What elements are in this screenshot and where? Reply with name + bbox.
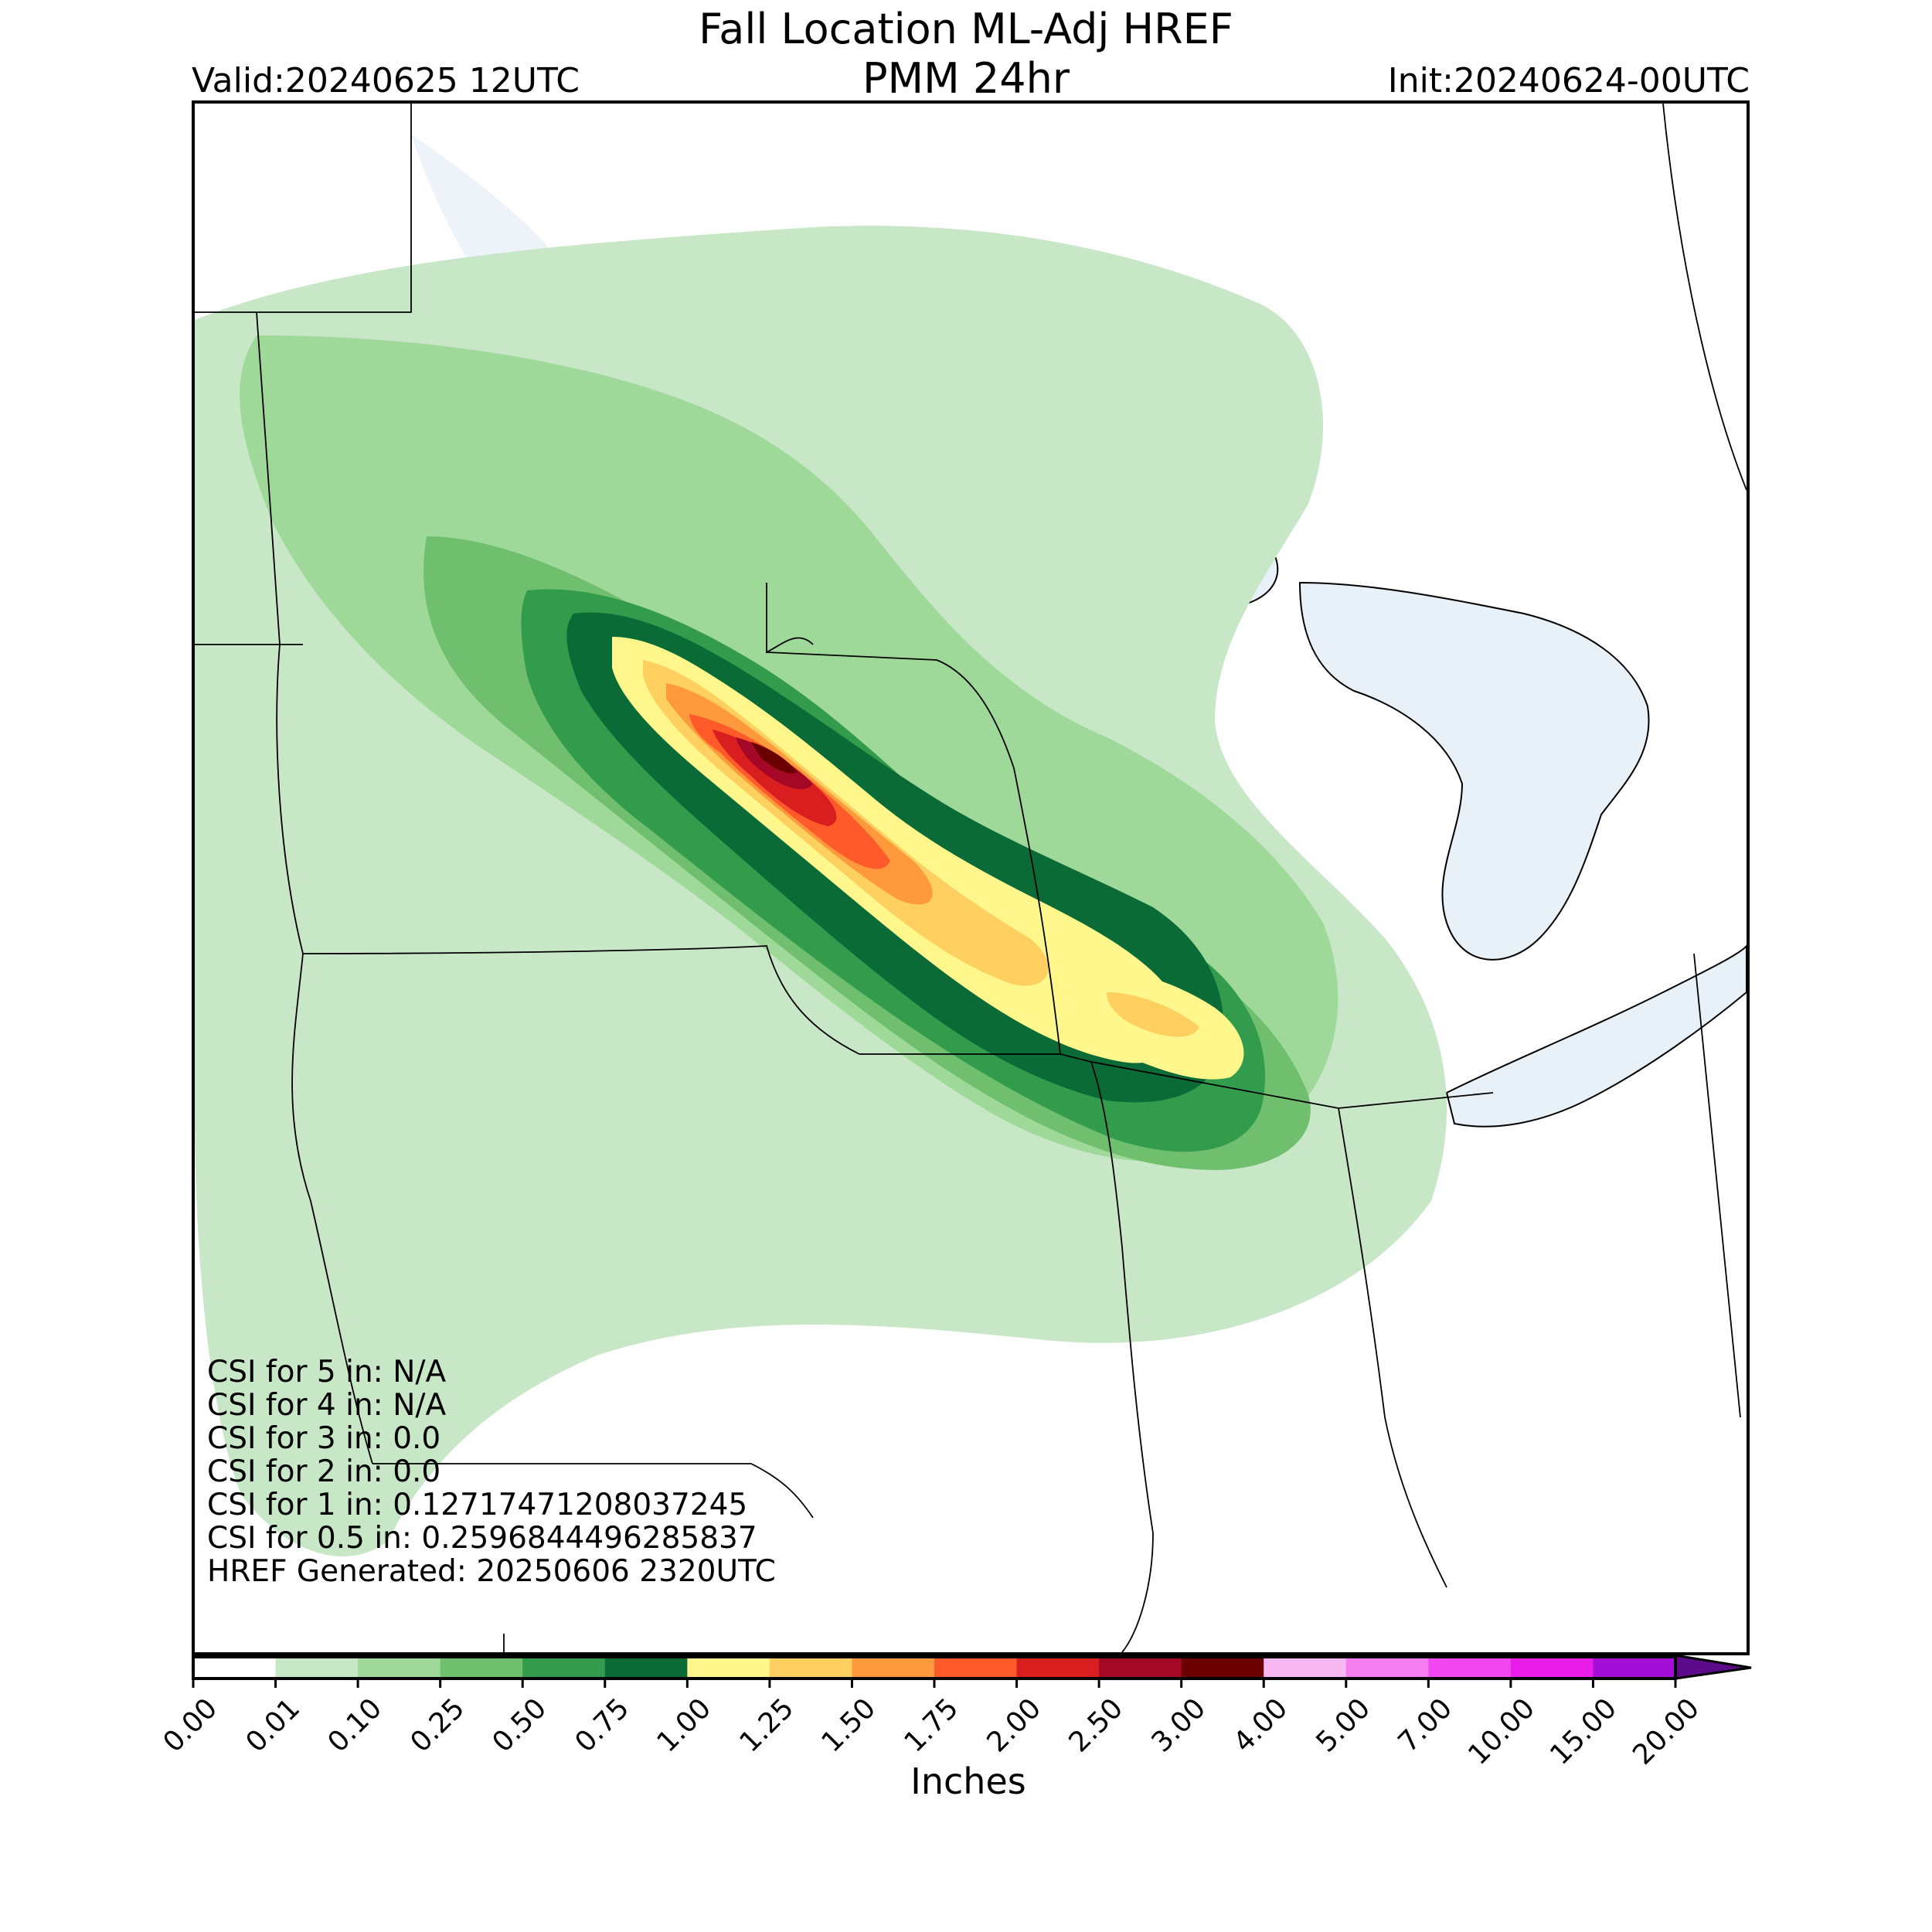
colorbar-tick-label: 1.75 [898,1692,965,1759]
colorbar-tick-label: 0.25 [404,1692,471,1759]
colorbar-tick-label: 1.00 [651,1692,718,1759]
colorbar-tick-label: 1.25 [733,1692,801,1759]
colorbar-tick-label: 3.00 [1145,1692,1212,1759]
colorbar-swatch [1593,1657,1676,1679]
precipitation-map [195,104,1747,1652]
colorbar-swatch [604,1657,688,1679]
colorbar-extend-arrow [1674,1655,1752,1680]
colorbar-tick-label: 2.00 [981,1692,1047,1759]
colorbar-tick-label: 20.00 [1627,1692,1706,1771]
csi-5in: CSI for 5 in: N/A [207,1355,447,1389]
colorbar-tick-label: 0.50 [486,1692,553,1759]
csi-3in: CSI for 3 in: 0.0 [207,1421,441,1456]
colorbar-swatch [522,1657,606,1679]
href-generated: HREF Generated: 20250606 2320UTC [207,1554,776,1589]
lake-erie [1445,944,1747,1128]
colorbar-swatch [769,1657,852,1679]
colorbar-tick-label: 0.75 [569,1692,635,1759]
colorbar-swatch [440,1657,523,1679]
precip-field [195,226,1447,1557]
colorbar-label: Inches [910,1760,1026,1802]
colorbar-tick-label: 5.00 [1310,1692,1376,1759]
boundaries [195,104,1747,1652]
colorbar-swatch [1181,1657,1264,1679]
colorbar-tick-label: 4.00 [1227,1692,1294,1759]
colorbar-swatch [193,1657,277,1679]
map-frame [192,100,1750,1655]
colorbar-tick-label: 7.00 [1392,1692,1459,1759]
csi-05in: CSI for 0.5 in: 0.2596844496285837 [207,1521,757,1556]
colorbar-tick-label: 0.10 [321,1692,389,1759]
colorbar-swatch [934,1657,1018,1679]
lake-huron [1298,581,1650,961]
map-title-line2: PMM 24hr [862,54,1070,103]
colorbar-swatch [1264,1657,1347,1679]
colorbar-swatch [1510,1657,1594,1679]
colorbar-swatch [358,1657,441,1679]
csi-1in: CSI for 1 in: 0.12717471208037245 [207,1488,748,1522]
colorbar-tick-label: 0.01 [240,1692,306,1759]
colorbar-swatch [687,1657,770,1679]
map-title-line1: Fall Location ML-Adj HREF [699,5,1233,53]
colorbar-swatch [1099,1657,1182,1679]
colorbar-swatch [1345,1657,1429,1679]
init-time-label: Init:20240624-00UTC [1387,61,1750,100]
colorbar-swatch [275,1657,359,1679]
csi-4in: CSI for 4 in: N/A [207,1388,447,1423]
csi-stats-block: CSI for 5 in: N/A CSI for 4 in: N/A CSI … [207,1355,776,1588]
colorbar-tick-label: 10.00 [1462,1692,1541,1771]
csi-2in: CSI for 2 in: 0.0 [207,1454,441,1489]
colorbar [192,1655,1752,1688]
colorbar-tick-label: 0.00 [157,1692,224,1759]
colorbar-tick-label: 15.00 [1544,1692,1624,1771]
colorbar-swatch [852,1657,935,1679]
colorbar-swatch [1428,1657,1512,1679]
colorbar-swatch [1016,1657,1100,1679]
colorbar-tick-label: 1.50 [815,1692,883,1759]
colorbar-tick-label: 2.50 [1063,1692,1130,1759]
valid-time-label: Valid:20240625 12UTC [192,61,580,100]
